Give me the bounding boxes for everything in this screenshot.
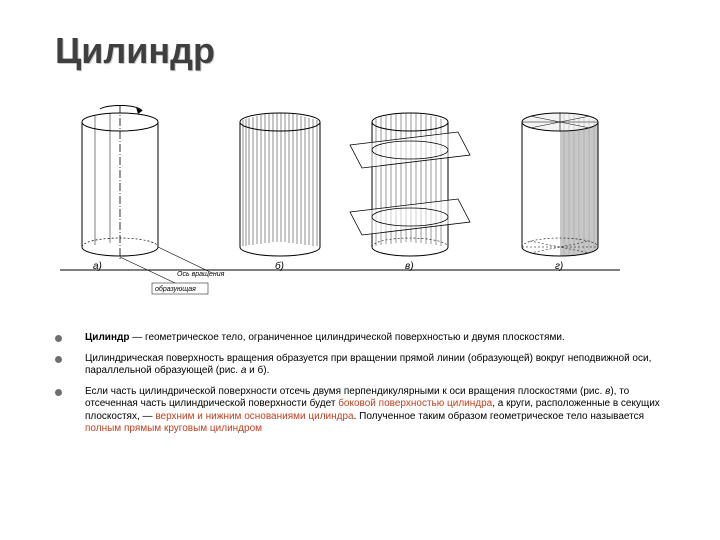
text: — геометрическое тело, ограниченное цили…	[129, 332, 564, 343]
label-b: б)	[275, 260, 284, 272]
text: и б).	[246, 365, 269, 376]
highlight: верхним и нижним основаниями цилиндра	[155, 411, 353, 422]
slide: Цилиндр	[0, 0, 720, 540]
text: Если часть цилиндрической поверхности от…	[85, 386, 605, 397]
bullet-3: Если часть цилиндрической поверхности от…	[55, 386, 680, 436]
text: . Полученное таким образом геометрическо…	[354, 411, 644, 422]
page-title: Цилиндр	[55, 30, 680, 72]
term: Цилиндр	[85, 332, 129, 343]
highlight: полным прямым круговым цилиндром	[85, 423, 262, 434]
fig-b: б)	[240, 113, 320, 272]
bullet-1: Цилиндр — геометрическое тело, ограничен…	[55, 332, 680, 345]
text: Цилиндрическая поверхность вращения обра…	[85, 353, 651, 377]
generatrix-label: образующая	[155, 285, 196, 293]
label-g: г)	[555, 261, 563, 272]
label-a: а)	[93, 261, 102, 272]
bullet-list: Цилиндр — геометрическое тело, ограничен…	[55, 332, 680, 436]
fig-v: в)	[350, 113, 470, 272]
cylinder-diagram: Ось вращения образующая а)	[55, 97, 625, 312]
fig-a: Ось вращения образующая а)	[82, 105, 225, 294]
bullet-2: Цилиндрическая поверхность вращения обра…	[55, 353, 680, 378]
diagram-svg: Ось вращения образующая а)	[55, 97, 625, 312]
fig-g: г)	[522, 113, 598, 272]
axis-label: Ось вращения	[177, 271, 225, 278]
highlight: боковой поверхностью цилиндра	[338, 398, 492, 409]
label-v: в)	[405, 261, 414, 272]
